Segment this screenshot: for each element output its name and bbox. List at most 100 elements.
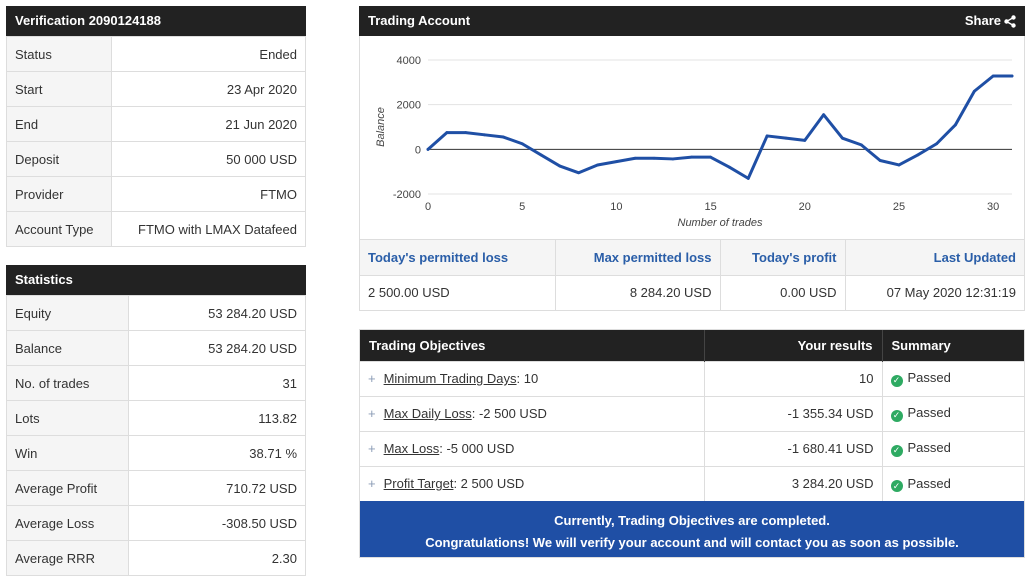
balance-point [539, 153, 543, 157]
table-row: Average Loss -308.50 USD [6, 505, 306, 541]
balance-point [935, 142, 939, 146]
row-label: Deposit [6, 141, 112, 177]
objective-link[interactable]: Max Daily Loss [383, 406, 472, 421]
balance-point [464, 131, 468, 134]
table-row: Account Type FTMO with LMAX Datafeed [6, 211, 306, 247]
balance-series-line [426, 74, 1014, 180]
expand-plus-icon[interactable]: + [368, 406, 376, 421]
status-text: Passed [907, 475, 951, 491]
expand-plus-icon[interactable]: + [368, 476, 376, 492]
objective-target: : 2 500 USD [453, 476, 525, 492]
row-label: Start [6, 71, 112, 107]
objectives-header-row: Trading Objectives Your results Summary [360, 330, 1024, 361]
objective-link[interactable]: Max Loss [383, 441, 440, 456]
x-tick-label: 0 [425, 201, 431, 213]
x-tick-label: 10 [610, 201, 622, 213]
objective-summary: ✓ Passed [881, 430, 1024, 466]
balance-point [878, 159, 882, 162]
row-label: Balance [6, 330, 129, 366]
balance-point [652, 156, 656, 160]
completion-banner: Currently, Trading Objectives are comple… [360, 501, 1024, 557]
balance-point [558, 164, 562, 168]
x-axis-label: Number of trades [678, 217, 763, 229]
balance-point [972, 89, 976, 93]
objective-cell: + Profit Target: 2 500 USD [360, 465, 704, 501]
objective-summary: ✓ Passed [881, 465, 1024, 501]
balance-point [596, 163, 599, 167]
objective-target: : -2 500 USD [471, 406, 547, 421]
row-label: Provider [6, 176, 112, 212]
row-label: Average Loss [6, 505, 129, 541]
y-tick-label: -2000 [393, 189, 421, 201]
objective-link[interactable]: Profit Target [383, 476, 454, 492]
y-tick-label: 4000 [397, 55, 421, 67]
check-circle-icon: ✓ [890, 444, 903, 457]
status-text: Passed [907, 405, 951, 421]
objective-summary: ✓ Passed [881, 395, 1024, 431]
row-value: 113.82 [128, 400, 306, 436]
share-label: Share [964, 13, 1001, 28]
balance-point [746, 176, 750, 180]
limits-table: Today's permitted loss Max permitted los… [360, 240, 1024, 310]
objective-summary: ✓ Passed [881, 360, 1024, 396]
row-value: Ended [111, 36, 306, 72]
todays-permitted-loss-value: 2 500.00 USD [368, 285, 450, 301]
balance-chart-area: -2000 0 2000 4000 0 5 10 15 20 25 30 Number of trad… [360, 36, 1024, 240]
y-tick-label: 2000 [397, 100, 421, 112]
objective-row: + Minimum Trading Days: 10 10 ✓ Passed [360, 360, 1024, 396]
verification-table: Status Ended Start 23 Apr 2020 End 21 Jun 2… [6, 36, 306, 247]
balance-chart: -2000 0 2000 4000 0 5 10 15 20 25 30 Number of trad… [375, 55, 1014, 229]
balance-point [897, 163, 901, 167]
table-row: Lots 113.82 [6, 400, 306, 436]
balance-point [577, 171, 581, 175]
balance-point [520, 142, 524, 146]
x-tick-label: 15 [704, 201, 716, 213]
table-row: Average RRR 2.30 [6, 540, 306, 576]
objective-cell: + Max Loss: -5 000 USD [360, 430, 704, 466]
row-label: Average RRR [6, 540, 129, 576]
x-tick-label: 5 [519, 201, 525, 213]
header-todays-profit: Today's profit [719, 240, 845, 276]
row-value: 21 Jun 2020 [111, 106, 306, 142]
expand-plus-icon[interactable]: + [368, 371, 376, 386]
header-last-updated: Last Updated [844, 240, 1024, 276]
row-label: Lots [6, 400, 129, 436]
share-button[interactable]: Share [965, 6, 1016, 36]
balance-point [803, 139, 807, 142]
row-value: -308.50 USD [128, 505, 306, 541]
expand-plus-icon[interactable]: + [368, 441, 376, 456]
row-label: Status [6, 36, 112, 72]
row-label: No. of trades [6, 365, 129, 401]
row-value: 2.30 [128, 540, 306, 576]
trading-account-panel: Trading Account Share -2000 0 2000 4000 0 5 10… [359, 6, 1025, 311]
table-row: End 21 Jun 2020 [6, 106, 306, 142]
balance-point [859, 143, 863, 147]
objective-target: : -5 000 USD [439, 441, 515, 456]
balance-point [822, 113, 826, 117]
todays-profit-value: 0.00 USD [719, 275, 845, 310]
status-text: Passed [907, 440, 951, 456]
header-trading-objectives: Trading Objectives [360, 330, 704, 361]
balance-point [1010, 74, 1014, 78]
y-tick-label: 0 [415, 144, 421, 156]
objective-target: : 10 [516, 371, 539, 386]
objectives-table: Trading Objectives Your results Summary … [360, 330, 1024, 501]
table-row: No. of trades 31 [6, 365, 306, 401]
objective-cell: + Minimum Trading Days: 10 [360, 360, 704, 396]
table-row: Provider FTMO [6, 176, 306, 212]
status-text: Passed [907, 370, 951, 386]
trading-objectives-panel: Trading Objectives Your results Summary … [359, 329, 1025, 558]
objective-result: -1 355.34 USD [703, 395, 882, 431]
y-axis-label: Balance [375, 107, 387, 147]
balance-point [991, 74, 995, 78]
objective-row: + Profit Target: 2 500 USD 3 284.20 USD ✓… [360, 465, 1024, 501]
trading-account-header: Trading Account Share [359, 6, 1025, 36]
balance-point [633, 156, 637, 160]
balance-point [709, 155, 712, 159]
row-value: 50 000 USD [111, 141, 306, 177]
row-label: Win [6, 435, 129, 471]
banner-line-2: Congratulations! We will verify your acc… [425, 535, 959, 550]
objective-link[interactable]: Minimum Trading Days [383, 371, 517, 386]
balance-point [671, 157, 675, 161]
header-summary: Summary [881, 330, 1024, 361]
